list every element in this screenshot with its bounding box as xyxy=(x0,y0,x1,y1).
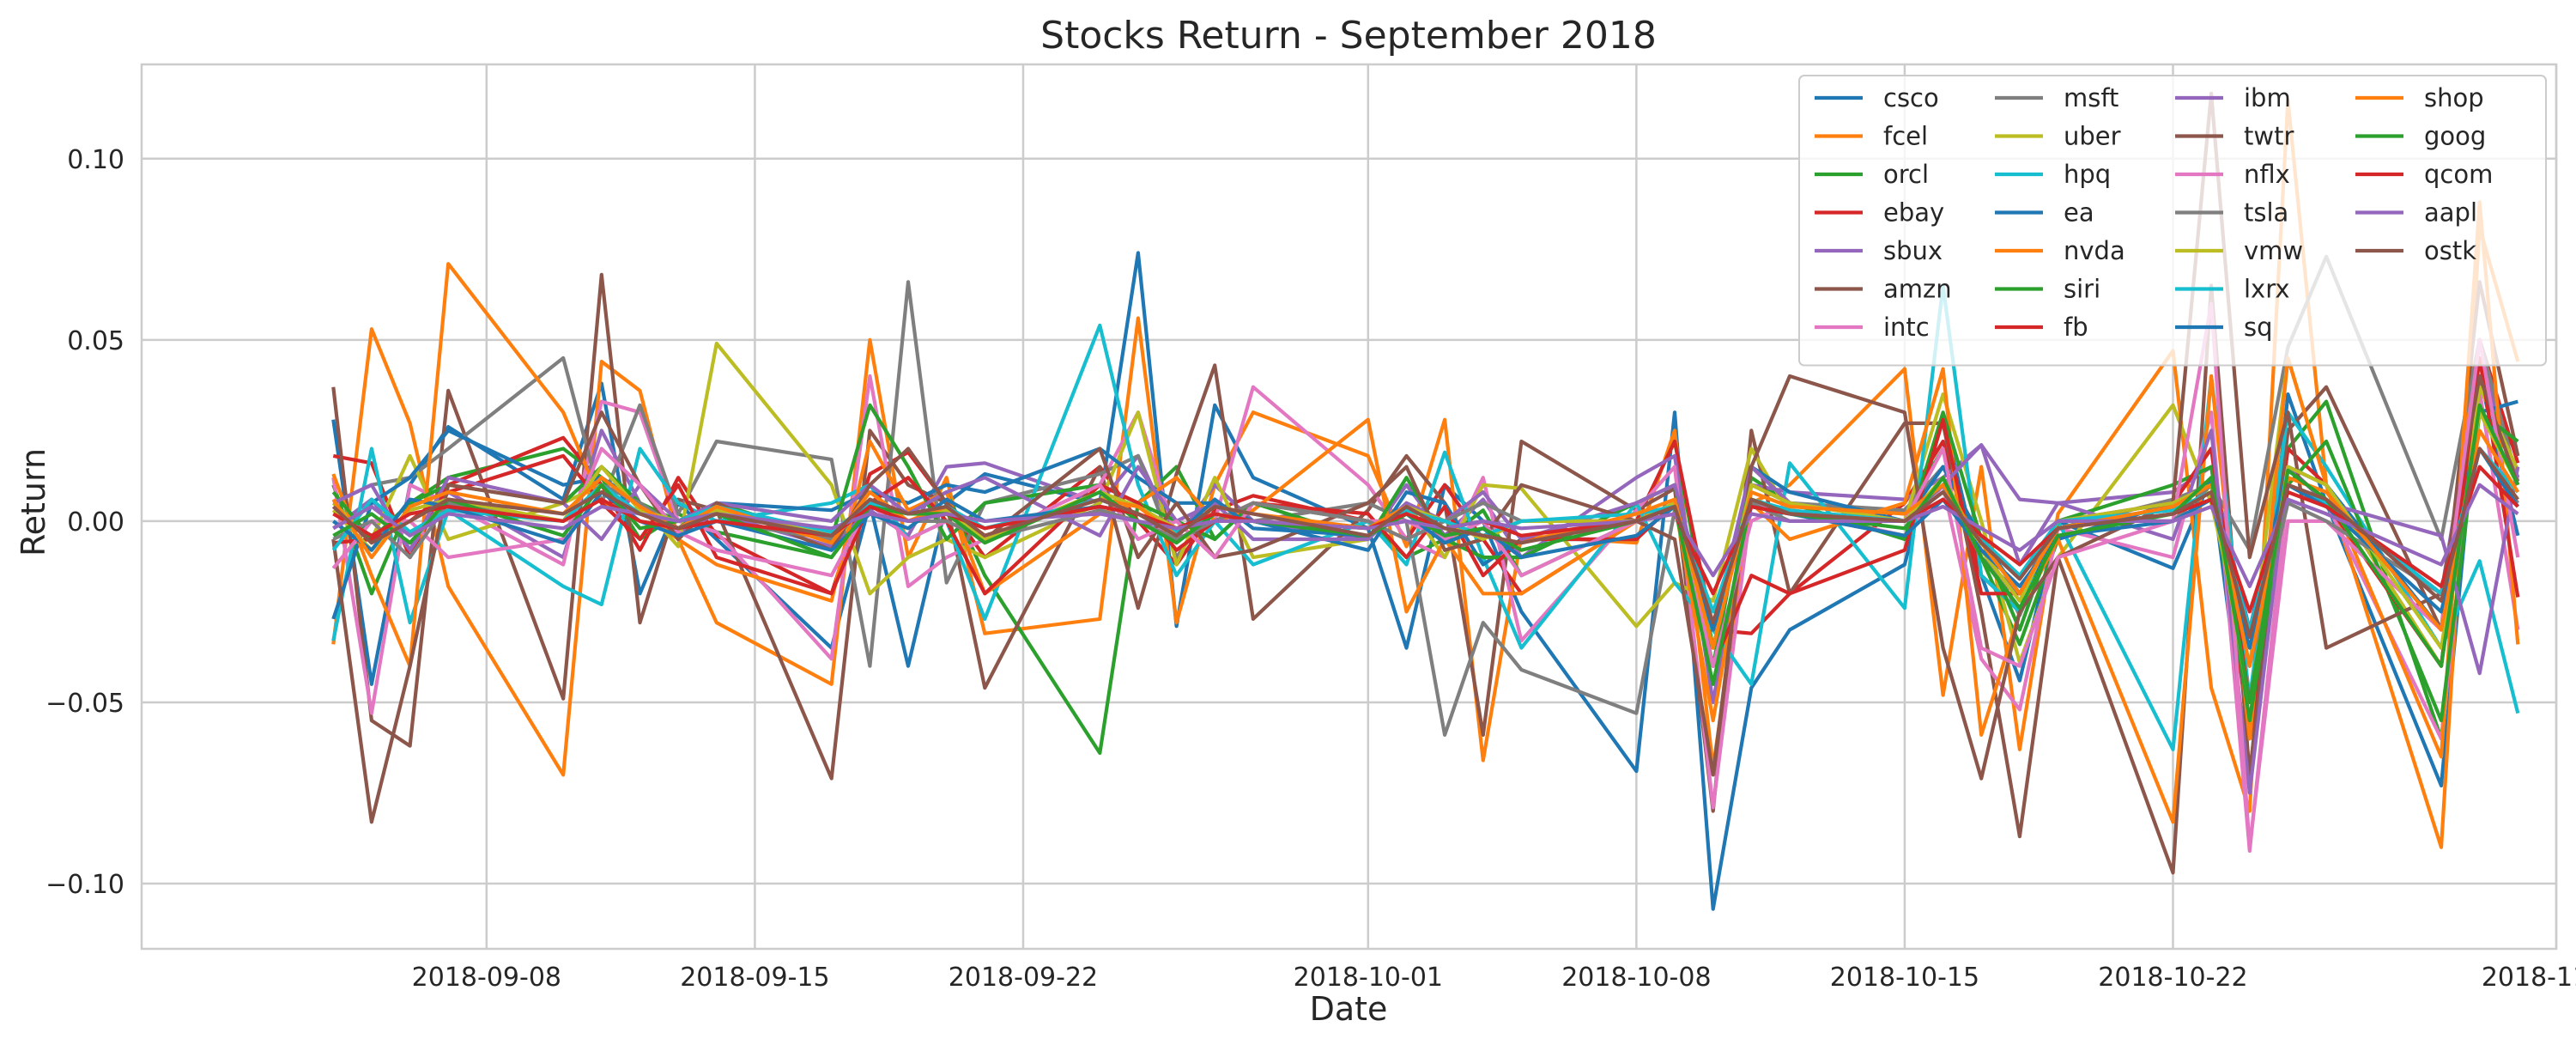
legend-label: tsla xyxy=(2244,198,2288,228)
x-tick-label: 2018-10-01 xyxy=(1294,963,1443,993)
legend-item-ostk: ostk xyxy=(2355,236,2476,265)
legend-label: orcl xyxy=(1883,160,1929,189)
y-axis-label: Return xyxy=(15,448,52,556)
legend-label: sbux xyxy=(1883,236,1943,265)
legend-label: nflx xyxy=(2244,160,2290,189)
legend-label: twtr xyxy=(2244,122,2294,151)
series-line-intc xyxy=(331,374,2520,854)
x-tick-label: 2018-10-22 xyxy=(2098,963,2247,993)
legend-label: msft xyxy=(2064,83,2118,112)
legend: csco fcel orcl ebay sbux amzn intc msft uber hpq e… xyxy=(1798,75,2547,367)
x-tick-label: 2018-09-15 xyxy=(680,963,829,993)
legend-item-nflx: nflx xyxy=(2175,160,2290,189)
legend-label: fb xyxy=(2064,313,2088,342)
legend-item-vmw: vmw xyxy=(2175,236,2303,265)
y-axis: 0.10 0.05 0.00 −0.05 −0.10 xyxy=(45,145,124,900)
legend-item-siri: siri xyxy=(1995,275,2100,304)
x-tick-label: 2018-11-01 xyxy=(2482,963,2576,993)
x-axis: 2018-09-08 2018-09-15 2018-09-22 2018-10-01… xyxy=(412,963,2576,993)
legend-item-nvda: nvda xyxy=(1995,236,2125,265)
chart-title: Stocks Return - September 2018 xyxy=(1040,14,1657,58)
legend-item-msft: msft xyxy=(1995,83,2118,112)
y-tick-label: −0.10 xyxy=(45,870,124,900)
legend-label: hpq xyxy=(2064,160,2111,189)
legend-label: ebay xyxy=(1883,198,1944,228)
series-line-ostk xyxy=(331,447,2519,640)
series-lines xyxy=(331,91,2520,911)
legend-item-ea: ea xyxy=(1995,198,2094,228)
legend-label: uber xyxy=(2064,122,2121,151)
legend-item-qcom: qcom xyxy=(2355,160,2493,189)
x-tick-label: 2018-09-08 xyxy=(412,963,561,993)
legend-item-goog: goog xyxy=(2355,122,2486,151)
legend-label: goog xyxy=(2424,122,2486,151)
legend-label: amzn xyxy=(1883,275,1952,304)
legend-item-aapl: aapl xyxy=(2355,198,2477,228)
legend-item-sq: sq xyxy=(2175,313,2273,342)
plot-frame xyxy=(140,63,2558,951)
legend-item-orcl: orcl xyxy=(1815,160,1929,189)
legend-label: shop xyxy=(2424,83,2484,112)
legend-item-twtr: twtr xyxy=(2175,122,2294,151)
legend-item-intc: intc xyxy=(1815,313,1930,342)
legend-label: nvda xyxy=(2064,236,2125,265)
legend-label: sq xyxy=(2244,313,2273,342)
legend-label: intc xyxy=(1883,313,1930,342)
legend-item-shop: shop xyxy=(2355,83,2484,112)
legend-item-uber: uber xyxy=(1995,122,2121,151)
legend-label: siri xyxy=(2064,275,2100,304)
legend-item-fcel: fcel xyxy=(1815,122,1928,151)
legend-label: vmw xyxy=(2244,236,2303,265)
legend-item-csco: csco xyxy=(1815,83,1939,112)
x-tick-label: 2018-09-22 xyxy=(949,963,1098,993)
y-tick-label: 0.00 xyxy=(67,507,124,538)
legend-label: csco xyxy=(1883,83,1939,112)
legend-label: fcel xyxy=(1883,122,1928,151)
legend-item-amzn: amzn xyxy=(1815,275,1952,304)
legend-item-tsla: tsla xyxy=(2175,198,2288,228)
legend-label: ea xyxy=(2064,198,2094,228)
legend-item-sbux: sbux xyxy=(1815,236,1943,265)
legend-label: qcom xyxy=(2424,160,2493,189)
y-tick-label: −0.05 xyxy=(45,689,124,719)
legend-label: ostk xyxy=(2424,236,2476,265)
legend-box xyxy=(1798,75,2547,367)
legend-item-fb: fb xyxy=(1995,313,2088,342)
legend-item-hpq: hpq xyxy=(1995,160,2111,189)
legend-label: lxrx xyxy=(2244,275,2290,304)
x-tick-label: 2018-10-08 xyxy=(1561,963,1711,993)
series-line-twtr xyxy=(331,91,2520,824)
legend-label: aapl xyxy=(2424,198,2477,228)
legend-item-ibm: ibm xyxy=(2175,83,2291,112)
series-line-aapl xyxy=(332,483,2519,588)
legend-label: ibm xyxy=(2244,83,2291,112)
y-tick-label: 0.05 xyxy=(67,326,124,356)
y-tick-label: 0.10 xyxy=(67,145,124,175)
x-tick-label: 2018-10-15 xyxy=(1830,963,1979,993)
x-axis-label: Date xyxy=(1310,990,1388,1028)
legend-item-lxrx: lxrx xyxy=(2175,275,2290,304)
legend-item-ebay: ebay xyxy=(1815,198,1944,228)
